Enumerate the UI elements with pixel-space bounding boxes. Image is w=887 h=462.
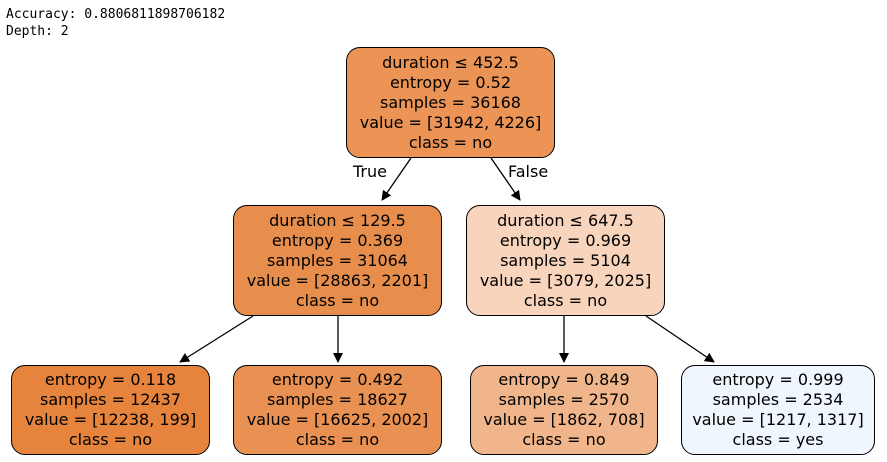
node-entropy: entropy = 0.849	[498, 370, 630, 389]
tree-node-right: duration ≤ 647.5 entropy = 0.969 samples…	[466, 205, 665, 316]
tree-leaf-left-left: entropy = 0.118 samples = 12437 value = …	[11, 365, 210, 455]
edge-left-leafll	[179, 315, 254, 363]
node-value: value = [16625, 2002]	[246, 410, 429, 429]
node-class: class = no	[523, 290, 608, 310]
node-entropy: entropy = 0.999	[712, 370, 844, 389]
node-class: class = yes	[732, 430, 824, 449]
edge-right-leafrr	[645, 315, 715, 363]
edge-root-left	[381, 157, 412, 201]
edge-root-right	[490, 157, 521, 201]
node-samples: samples = 12437	[40, 390, 181, 409]
edge-label-false: False	[508, 162, 549, 181]
node-samples: samples = 2534	[712, 390, 844, 409]
depth-text: Depth: 2	[6, 24, 69, 39]
tree-node-root: duration ≤ 452.5 entropy = 0.52 samples …	[346, 47, 555, 158]
node-entropy: entropy = 0.969	[499, 230, 632, 250]
node-class: class = no	[68, 430, 153, 449]
node-samples: samples = 5104	[500, 250, 631, 270]
tree-leaf-left-right: entropy = 0.492 samples = 18627 value = …	[233, 365, 442, 455]
node-class: class = no	[522, 430, 606, 449]
node-value: value = [3079, 2025]	[479, 270, 652, 290]
node-samples: samples = 36168	[380, 92, 521, 112]
node-split-rule: duration ≤ 452.5	[382, 52, 519, 72]
node-split-rule: duration ≤ 647.5	[497, 210, 634, 230]
tree-leaf-right-left: entropy = 0.849 samples = 2570 value = […	[470, 365, 658, 455]
node-value: value = [31942, 4226]	[359, 112, 542, 132]
node-value: value = [28863, 2201]	[246, 270, 429, 290]
node-samples: samples = 2570	[498, 390, 630, 409]
node-value: value = [12238, 199]	[24, 410, 197, 429]
node-class: class = no	[295, 430, 380, 449]
console-output: Accuracy: 0.8806811898706182 Depth: 2	[6, 6, 225, 40]
accuracy-text: Accuracy: 0.8806811898706182	[6, 7, 226, 22]
node-entropy: entropy = 0.118	[44, 370, 177, 389]
node-samples: samples = 31064	[267, 250, 408, 270]
node-entropy: entropy = 0.492	[271, 370, 404, 389]
node-class: class = no	[408, 132, 493, 152]
node-entropy: entropy = 0.52	[389, 72, 512, 92]
node-split-rule: duration ≤ 129.5	[269, 210, 406, 230]
tree-leaf-right-right: entropy = 0.999 samples = 2534 value = […	[681, 365, 875, 455]
node-value: value = [1862, 708]	[483, 410, 645, 429]
node-class: class = no	[295, 290, 380, 310]
node-samples: samples = 18627	[267, 390, 408, 409]
node-value: value = [1217, 1317]	[692, 410, 864, 429]
tree-node-left: duration ≤ 129.5 entropy = 0.369 samples…	[233, 205, 442, 316]
edge-label-true: True	[353, 162, 387, 181]
node-entropy: entropy = 0.369	[271, 230, 404, 250]
